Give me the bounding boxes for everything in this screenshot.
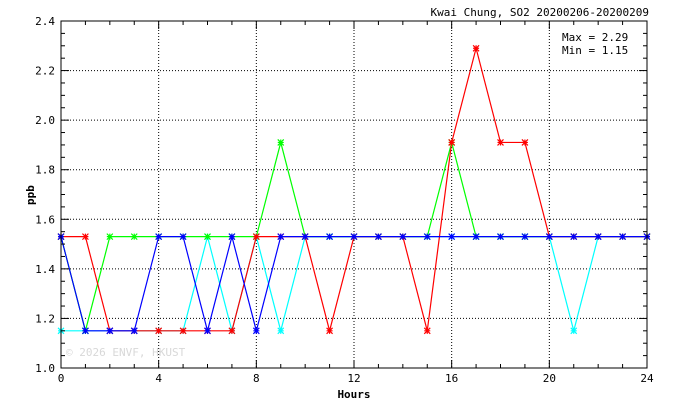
y-tick-label: 2.2: [35, 65, 55, 78]
data-point: [326, 327, 334, 335]
data-point: [277, 233, 285, 241]
data-point: [350, 233, 358, 241]
data-point: [497, 233, 504, 241]
series-line: [61, 234, 647, 334]
data-point: [130, 327, 138, 335]
y-tick-label: 1.0: [35, 362, 55, 375]
series-line: [60, 234, 647, 334]
data-point: [155, 233, 163, 241]
data-point: [81, 327, 89, 335]
max-value-label: Max = 2.29: [562, 31, 628, 44]
x-tick-label: 16: [445, 372, 458, 385]
x-axis-title: Hours: [337, 388, 370, 401]
chart-title: Kwai Chung, SO2 20200206-20200209: [430, 6, 649, 19]
data-point: [252, 327, 260, 335]
data-point: [81, 233, 89, 241]
data-point: [130, 233, 138, 241]
data-point: [179, 233, 187, 241]
data-point: [228, 233, 236, 241]
grid: [61, 21, 647, 368]
x-tick-label: 20: [543, 372, 556, 385]
min-value-label: Min = 1.15: [562, 44, 628, 57]
x-tick-label: 4: [155, 372, 162, 385]
y-tick-label: 1.8: [35, 164, 55, 177]
data-point: [252, 233, 260, 241]
x-tick-label: 0: [58, 372, 65, 385]
data-point: [472, 44, 480, 52]
y-axis-title: ppb: [24, 185, 37, 205]
y-tick-label: 1.2: [35, 312, 55, 325]
data-point: [228, 327, 236, 335]
data-point: [155, 327, 163, 335]
data-point: [570, 233, 578, 241]
data-point: [619, 233, 627, 241]
y-tick-label: 2.4: [35, 15, 55, 28]
data-point: [570, 327, 578, 335]
data-point: [277, 327, 285, 335]
axes: 0 4 8 12 16 20 24 1.0 1.2 1.4 1.6 1.8 2.0 2.2 2.4: [35, 15, 654, 385]
data-point: [399, 233, 407, 241]
x-tick-label: 24: [640, 372, 654, 385]
data-point: [594, 233, 602, 241]
data-point: [472, 233, 480, 241]
watermark: © 2026 ENVF, HKUST: [66, 346, 186, 359]
data-point: [448, 139, 456, 146]
y-tick-label: 2.0: [35, 114, 55, 127]
data-point: [545, 233, 553, 241]
data-point: [448, 233, 456, 241]
y-tick-label: 1.6: [35, 213, 55, 226]
data-point: [277, 139, 285, 146]
data-point: [106, 327, 114, 335]
data-point: [179, 327, 187, 335]
data-point: [521, 233, 529, 241]
data-point: [374, 233, 382, 241]
x-tick-label: 12: [347, 372, 360, 385]
data-point: [326, 233, 334, 241]
data-point: [521, 139, 529, 146]
data-point: [497, 139, 504, 146]
data-point: [204, 233, 211, 241]
data-point: [106, 233, 114, 241]
data-point: [301, 233, 309, 241]
data-point: [423, 233, 431, 241]
y-tick-label: 1.4: [35, 263, 55, 276]
data-point: [204, 327, 211, 335]
data-point: [423, 327, 431, 335]
x-tick-label: 8: [253, 372, 260, 385]
